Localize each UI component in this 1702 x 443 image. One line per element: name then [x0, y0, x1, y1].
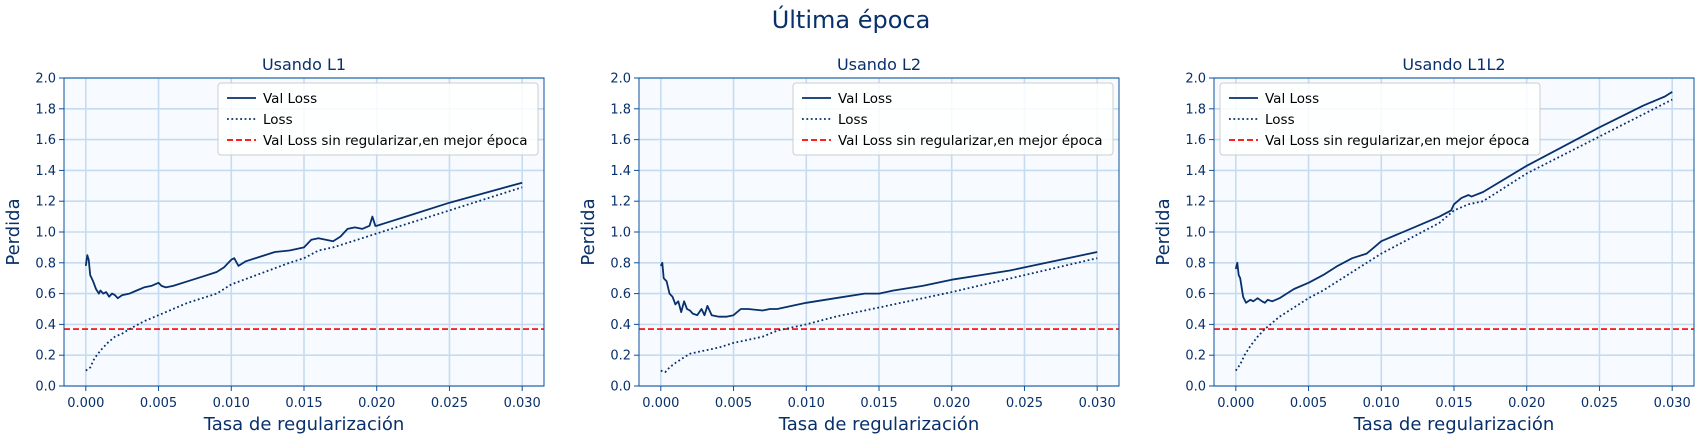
y-tick-label: 1.0: [35, 226, 56, 241]
val-loss-line: [84, 181, 523, 300]
subplot-title: Usando L1: [262, 55, 346, 74]
chart-panel-3: 0.000 0.005 0.010 0.015 0.020 0.025 0.030 0.0 0.…: [1153, 55, 1695, 435]
y-tick-label: 0.4: [35, 318, 56, 333]
y-tick-label: 1.2: [35, 195, 56, 210]
legend-label: Val Loss sin regularizar,en mejor época: [838, 133, 1103, 149]
legend-box: [792, 82, 1114, 156]
y-tick-label: 0.6: [35, 287, 56, 302]
x-tick-label: 0.030: [1079, 396, 1116, 411]
y-tick-label: 1.4: [35, 164, 56, 179]
plot-frame: [63, 77, 545, 387]
y-tick-label: 1.8: [610, 102, 631, 117]
y-tick-label: 0.6: [1185, 287, 1206, 302]
x-tick-label: 0.005: [715, 396, 752, 411]
y-tick-label: 1.2: [610, 195, 631, 210]
y-tick-label: 0.2: [35, 349, 56, 364]
x-axis-label: Tasa de regularización: [778, 414, 980, 435]
legend: Val Loss Loss Val Loss sin regularizar,en …: [792, 82, 1114, 156]
x-tick-label: 0.020: [1508, 396, 1545, 411]
figure-title: Última época: [771, 6, 931, 34]
val-loss-line: [1234, 91, 1673, 304]
x-axis-label: Tasa de regularización: [1353, 414, 1555, 435]
y-axis-label: Perdida: [1153, 198, 1174, 265]
y-tick-label: 0.2: [610, 349, 631, 364]
legend-label: Val Loss sin regularizar,en mejor época: [1265, 133, 1530, 149]
x-axis-label: Tasa de regularización: [203, 414, 405, 435]
y-tick-label: 2.0: [610, 72, 631, 87]
legend: Val Loss Loss Val Loss sin regularizar,en …: [1219, 82, 1541, 156]
y-tick-label: 0.4: [610, 318, 631, 333]
plot-frame: [1213, 77, 1695, 387]
x-tick-label: 0.015: [1435, 396, 1472, 411]
x-tick-label: 0.005: [140, 396, 177, 411]
x-tick-label: 0.025: [1581, 396, 1618, 411]
x-tick-label: 0.005: [1290, 396, 1327, 411]
y-tick-label: 0.8: [1185, 256, 1206, 271]
y-tick-label: 1.6: [35, 133, 56, 148]
y-tick-label: 0.4: [1185, 318, 1206, 333]
x-tick-label: 0.010: [788, 396, 825, 411]
y-tick-label: 1.0: [1185, 226, 1206, 241]
x-tick-label: 0.020: [358, 396, 395, 411]
y-tick-label: 1.8: [35, 102, 56, 117]
x-tick-label: 0.015: [860, 396, 897, 411]
legend: Val Loss Loss Val Loss sin regularizar,en …: [217, 82, 539, 156]
legend-label: Loss: [838, 112, 868, 128]
y-tick-label: 0.0: [610, 380, 631, 395]
x-tick-label: 0.030: [1654, 396, 1691, 411]
y-axis-label: Perdida: [3, 198, 24, 265]
x-tick-label: 0.025: [431, 396, 468, 411]
val-loss-line: [659, 251, 1098, 318]
loss-line: [85, 186, 523, 372]
x-tick-label: 0.000: [642, 396, 679, 411]
subplot-title: Usando L1L2: [1402, 55, 1505, 74]
y-tick-label: 1.6: [610, 133, 631, 148]
x-tick-label: 0.000: [1217, 396, 1254, 411]
y-tick-label: 0.6: [610, 287, 631, 302]
legend-label: Val Loss sin regularizar,en mejor época: [263, 133, 528, 149]
x-tick-label: 0.020: [933, 396, 970, 411]
y-tick-label: 1.6: [1185, 133, 1206, 148]
y-tick-label: 1.8: [1185, 102, 1206, 117]
chart-panel-2: 0.000 0.005 0.010 0.015 0.020 0.025 0.030 0.0 0.…: [578, 55, 1120, 435]
y-tick-label: 2.0: [1185, 72, 1206, 87]
y-tick-label: 1.4: [1185, 164, 1206, 179]
y-tick-label: 1.2: [1185, 195, 1206, 210]
y-tick-label: 0.8: [35, 256, 56, 271]
y-tick-label: 1.0: [610, 226, 631, 241]
y-axis-label: Perdida: [578, 198, 599, 265]
y-tick-label: 2.0: [35, 72, 56, 87]
plot-frame: [638, 77, 1120, 387]
subplot-title: Usando L2: [837, 55, 921, 74]
legend-label: Val Loss: [263, 91, 317, 107]
y-tick-label: 1.4: [610, 164, 631, 179]
x-tick-label: 0.010: [1363, 396, 1400, 411]
legend-label: Loss: [263, 112, 293, 128]
y-tick-label: 0.0: [1185, 380, 1206, 395]
legend-label: Loss: [1265, 112, 1295, 128]
y-tick-label: 0.8: [610, 256, 631, 271]
legend-box: [217, 82, 539, 156]
legend-label: Val Loss: [838, 91, 892, 107]
y-tick-label: 0.2: [1185, 349, 1206, 364]
x-tick-label: 0.010: [213, 396, 250, 411]
x-tick-label: 0.015: [285, 396, 322, 411]
x-tick-label: 0.030: [504, 396, 541, 411]
legend-label: Val Loss: [1265, 91, 1319, 107]
loss-line: [660, 257, 1098, 374]
x-tick-label: 0.000: [67, 396, 104, 411]
x-tick-label: 0.025: [1006, 396, 1043, 411]
y-tick-label: 0.0: [35, 380, 56, 395]
legend-box: [1219, 82, 1541, 156]
chart-panel-1: 0.000 0.005 0.010 0.015 0.020 0.025 0.030 0.0 0.…: [3, 55, 545, 435]
